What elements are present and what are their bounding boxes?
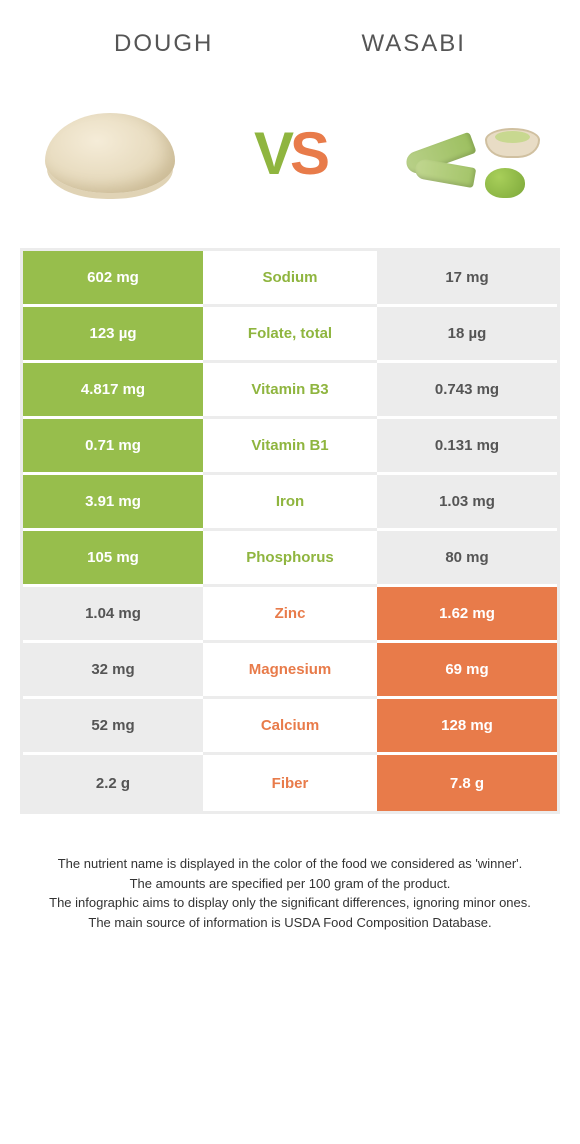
nutrient-label: Zinc bbox=[203, 587, 377, 643]
vs-label: V S bbox=[254, 119, 326, 188]
footer-line: The infographic aims to display only the… bbox=[20, 893, 560, 913]
dough-image bbox=[30, 98, 190, 208]
vs-v: V bbox=[254, 119, 290, 188]
table-row: 52 mgCalcium128 mg bbox=[23, 699, 557, 755]
right-value: 1.62 mg bbox=[377, 587, 557, 643]
left-value: 32 mg bbox=[23, 643, 203, 699]
table-row: 123 µgFolate, total18 µg bbox=[23, 307, 557, 363]
nutrient-label: Vitamin B1 bbox=[203, 419, 377, 475]
table-row: 4.817 mgVitamin B30.743 mg bbox=[23, 363, 557, 419]
right-value: 0.131 mg bbox=[377, 419, 557, 475]
nutrient-label: Iron bbox=[203, 475, 377, 531]
footer-line: The amounts are specified per 100 gram o… bbox=[20, 874, 560, 894]
nutrient-label: Fiber bbox=[203, 755, 377, 811]
left-value: 3.91 mg bbox=[23, 475, 203, 531]
left-value: 4.817 mg bbox=[23, 363, 203, 419]
table-row: 105 mgPhosphorus80 mg bbox=[23, 531, 557, 587]
left-value: 52 mg bbox=[23, 699, 203, 755]
table-row: 1.04 mgZinc1.62 mg bbox=[23, 587, 557, 643]
right-value: 80 mg bbox=[377, 531, 557, 587]
right-value: 128 mg bbox=[377, 699, 557, 755]
nutrient-label: Vitamin B3 bbox=[203, 363, 377, 419]
nutrient-label: Folate, total bbox=[203, 307, 377, 363]
wasabi-image bbox=[390, 98, 550, 208]
left-value: 123 µg bbox=[23, 307, 203, 363]
right-value: 7.8 g bbox=[377, 755, 557, 811]
vs-s: S bbox=[290, 119, 326, 188]
table-row: 602 mgSodium17 mg bbox=[23, 251, 557, 307]
right-value: 17 mg bbox=[377, 251, 557, 307]
left-value: 105 mg bbox=[23, 531, 203, 587]
nutrient-label: Sodium bbox=[203, 251, 377, 307]
header: Dough Wasabi bbox=[0, 20, 580, 78]
table-row: 3.91 mgIron1.03 mg bbox=[23, 475, 557, 531]
right-value: 1.03 mg bbox=[377, 475, 557, 531]
table-row: 0.71 mgVitamin B10.131 mg bbox=[23, 419, 557, 475]
table-row: 2.2 gFiber7.8 g bbox=[23, 755, 557, 811]
right-value: 18 µg bbox=[377, 307, 557, 363]
footer-notes: The nutrient name is displayed in the co… bbox=[20, 854, 560, 932]
nutrient-table: 602 mgSodium17 mg123 µgFolate, total18 µ… bbox=[20, 248, 560, 814]
right-food-title: Wasabi bbox=[361, 30, 465, 58]
table-row: 32 mgMagnesium69 mg bbox=[23, 643, 557, 699]
footer-line: The main source of information is USDA F… bbox=[20, 913, 560, 933]
right-value: 0.743 mg bbox=[377, 363, 557, 419]
left-food-title: Dough bbox=[114, 30, 213, 58]
left-value: 602 mg bbox=[23, 251, 203, 307]
nutrient-label: Magnesium bbox=[203, 643, 377, 699]
left-value: 0.71 mg bbox=[23, 419, 203, 475]
left-value: 1.04 mg bbox=[23, 587, 203, 643]
right-value: 69 mg bbox=[377, 643, 557, 699]
nutrient-label: Phosphorus bbox=[203, 531, 377, 587]
nutrient-label: Calcium bbox=[203, 699, 377, 755]
left-value: 2.2 g bbox=[23, 755, 203, 811]
footer-line: The nutrient name is displayed in the co… bbox=[20, 854, 560, 874]
hero-row: V S bbox=[0, 78, 580, 248]
